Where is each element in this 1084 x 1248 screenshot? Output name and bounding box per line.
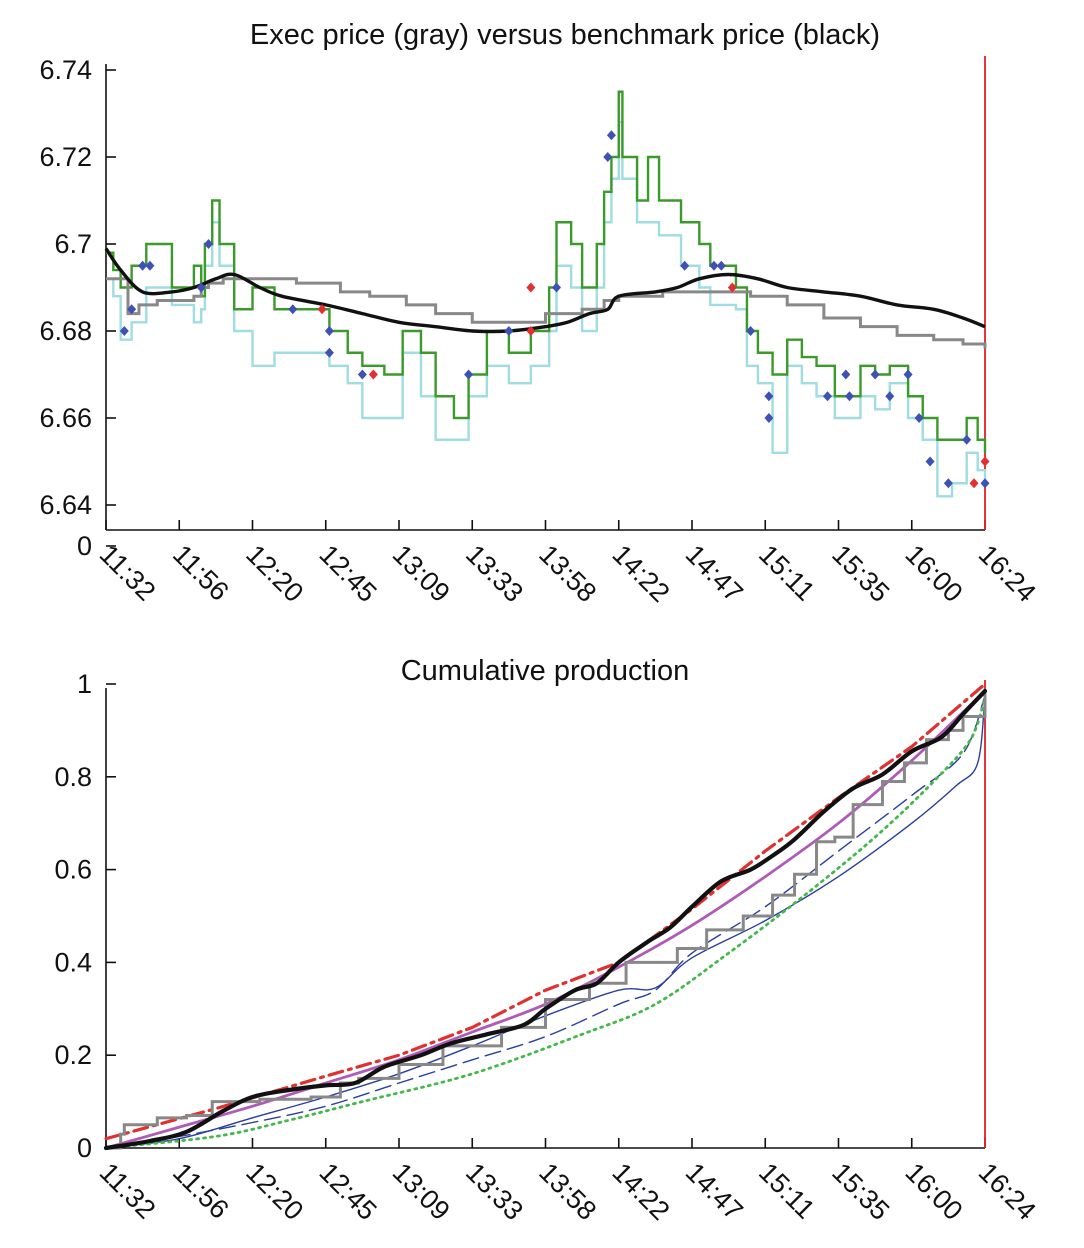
bottom-x-tick-label: 14:47 — [680, 1157, 749, 1226]
top-x-tick-label: 13:09 — [387, 539, 456, 608]
bottom-chart-plot — [103, 680, 988, 1151]
top-x-tick-label: 16:24 — [973, 539, 1042, 608]
bottom-x-tick-label: 12:45 — [314, 1157, 383, 1226]
buy-trade-marker — [204, 239, 214, 249]
top-y-tick-label: 6.7 — [54, 229, 92, 259]
top-x-tick-label: 12:20 — [240, 539, 309, 608]
top-x-tick-label: 11:56 — [167, 539, 235, 607]
top-y-tick-label: 6.68 — [39, 316, 92, 346]
buy-trade-marker — [885, 391, 895, 402]
top-y-tick-label: 6.74 — [39, 55, 92, 85]
buy-trade-marker — [764, 413, 774, 423]
top-x-tick-label: 13:58 — [533, 539, 602, 608]
cumulative-blue-dash-line — [105, 694, 986, 1149]
cumulative-reference-line — [104, 682, 987, 1141]
bottom-x-tick-label: 12:20 — [240, 1157, 309, 1226]
exec-price-line — [106, 277, 987, 349]
sell-trade-marker — [317, 304, 327, 315]
buy-trade-marker — [914, 413, 924, 423]
top-x-tick-label: 15:11 — [753, 539, 821, 607]
top-chart-title: Exec price (gray) versus benchmark price… — [250, 19, 880, 51]
bottom-x-tick-label: 16:24 — [973, 1157, 1042, 1226]
cumulative-green-dot-line — [104, 696, 987, 1150]
sell-trade-marker — [969, 478, 979, 489]
bottom-x-tick-label: 13:58 — [533, 1157, 602, 1226]
buy-trade-marker — [709, 260, 719, 271]
cumulative-magenta-line — [104, 689, 987, 1150]
top-x-tick-label: 16:00 — [900, 539, 969, 608]
buy-trade-marker — [464, 369, 474, 380]
bottom-x-tick-label: 14:22 — [607, 1157, 676, 1226]
bottom-y-tick-label: 0.4 — [54, 947, 92, 977]
top-x-tick-label: 14:22 — [607, 539, 676, 608]
buy-trade-marker — [119, 326, 129, 336]
bottom-x-tick-label: 16:00 — [900, 1157, 969, 1226]
buy-trade-marker — [903, 369, 913, 380]
buy-trade-marker — [606, 130, 616, 141]
sell-trade-marker — [526, 326, 536, 336]
buy-trade-marker — [962, 434, 972, 445]
bottom-chart-axes: 11:32 11:56 12:20 12:45 13:09 13:33 13:58 14:22… — [54, 669, 1041, 1226]
buy-trade-marker — [324, 326, 334, 336]
bottom-x-tick-label: 13:33 — [460, 1157, 529, 1226]
bottom-x-tick-label: 11:56 — [167, 1157, 235, 1225]
top-x-tick-label: 12:45 — [314, 539, 383, 608]
sell-trade-marker — [368, 369, 378, 380]
buy-trade-marker — [551, 282, 561, 293]
top-x-tick-label: 11:32 — [94, 539, 162, 607]
buy-trade-marker — [925, 456, 935, 467]
cumulative-benchmark-line — [103, 688, 988, 1151]
sell-trade-marker — [980, 456, 990, 467]
bottom-y-tick-label: 0 — [77, 1133, 92, 1163]
buy-trade-marker — [870, 369, 880, 380]
sell-trade-marker — [526, 282, 536, 293]
top-y-tick-label: 6.66 — [39, 403, 92, 433]
buy-trade-marker — [823, 391, 833, 402]
top-x-tick-label: 13:33 — [460, 539, 529, 608]
buy-trade-marker — [680, 260, 690, 271]
top-y-tick-label: 0 — [77, 531, 92, 561]
top-chart-plot — [104, 56, 990, 530]
buy-trade-marker — [844, 391, 854, 402]
bottom-y-tick-label: 0.6 — [54, 855, 92, 885]
best-ask-line — [106, 90, 987, 453]
bottom-x-tick-label: 13:09 — [387, 1157, 456, 1226]
top-x-tick-label: 14:47 — [680, 539, 749, 608]
buy-trade-marker — [980, 478, 990, 489]
bottom-y-tick-label: 0.8 — [54, 762, 92, 792]
top-y-tick-label: 6.72 — [39, 142, 92, 172]
benchmark-price-line — [104, 247, 986, 334]
buy-trade-marker — [357, 369, 367, 380]
buy-trade-marker — [841, 369, 851, 380]
buy-trade-marker — [138, 260, 148, 271]
buy-trade-marker — [288, 304, 298, 315]
bottom-x-tick-label: 15:11 — [753, 1157, 821, 1225]
cumulative-exec-line — [104, 691, 987, 1150]
sell-trade-marker — [727, 282, 737, 293]
buy-trade-marker — [324, 347, 334, 358]
bottom-y-tick-label: 0.2 — [54, 1040, 92, 1070]
buy-trade-marker — [196, 282, 206, 293]
buy-trade-marker — [603, 152, 613, 162]
top-y-tick-label: 6.64 — [39, 490, 92, 520]
buy-trade-marker — [504, 326, 514, 336]
buy-trade-marker — [764, 391, 774, 402]
cumulative-blue-solid-line — [105, 692, 986, 1149]
bottom-x-tick-label: 15:35 — [826, 1157, 895, 1226]
bottom-y-tick-label: 1 — [77, 669, 92, 699]
top-x-tick-label: 15:35 — [826, 539, 895, 608]
buy-trade-marker — [145, 260, 155, 271]
buy-trade-marker — [746, 326, 756, 336]
buy-trade-marker — [943, 478, 953, 489]
buy-trade-marker — [716, 260, 726, 271]
bottom-x-tick-label: 11:32 — [94, 1157, 162, 1225]
bottom-chart-title: Cumulative production — [401, 655, 690, 687]
buy-trade-marker — [127, 304, 137, 315]
